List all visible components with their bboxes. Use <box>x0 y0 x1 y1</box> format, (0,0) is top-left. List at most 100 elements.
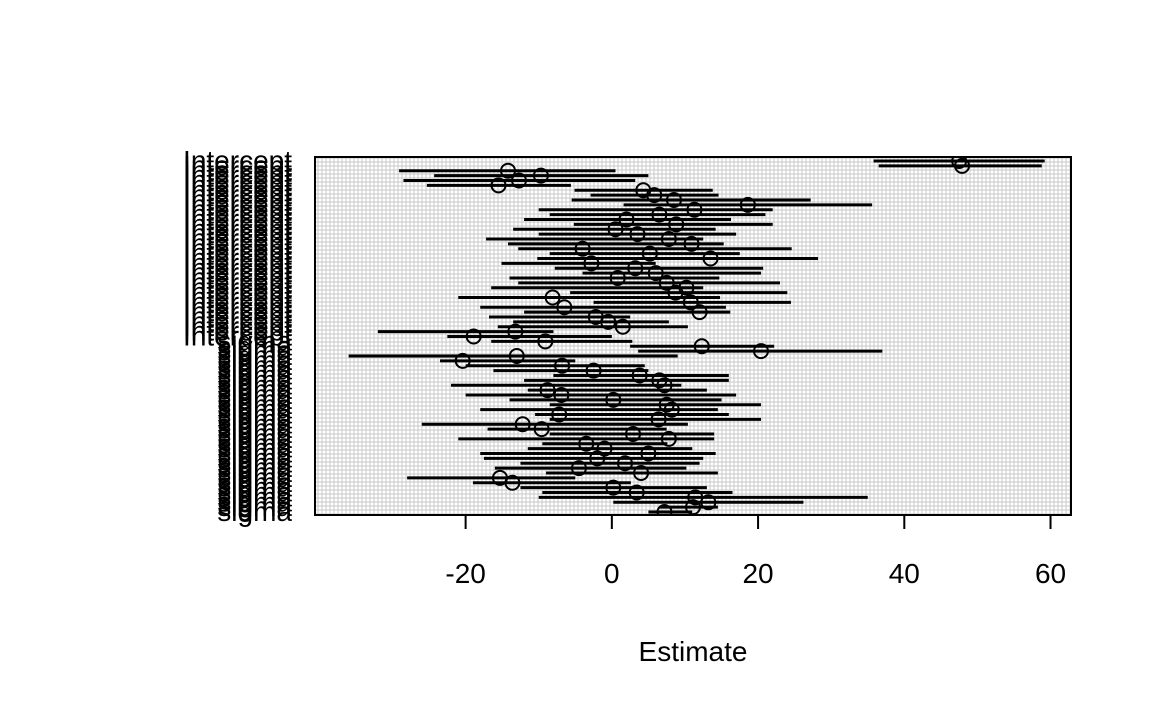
row-label: Intercept <box>183 252 292 283</box>
estimate-point <box>693 338 710 355</box>
row-label: Intercept <box>183 160 292 191</box>
row-label: Intercept <box>183 262 292 293</box>
row-label: sigma <box>217 350 292 381</box>
row-label: Intercept <box>183 228 292 259</box>
estimate-point <box>627 260 644 277</box>
x-tick-label: 20 <box>742 558 773 589</box>
row-label: sigma <box>217 389 292 420</box>
estimate-point <box>533 421 550 438</box>
row-label: Intercept <box>183 238 292 269</box>
row-label: Intercept <box>183 179 292 210</box>
estimate-point <box>504 474 521 491</box>
row-label: Intercept <box>183 257 292 288</box>
row-label: sigma <box>217 491 292 522</box>
row-label: Intercept <box>183 165 292 196</box>
estimate-point <box>633 465 650 481</box>
row-label: Intercept <box>183 169 292 200</box>
estimate-point <box>507 323 524 340</box>
row-label: Intercept <box>183 218 292 249</box>
row-label: sigma <box>217 345 292 376</box>
estimate-point <box>539 382 556 399</box>
estimate-point <box>651 206 668 223</box>
estimate-point <box>556 299 573 316</box>
row-label: Intercept <box>183 316 292 347</box>
row-label: Intercept <box>183 277 292 308</box>
estimate-point <box>490 177 507 194</box>
row-label: sigma <box>217 325 292 356</box>
row-label: sigma <box>217 457 292 488</box>
x-tick-label: 60 <box>1035 558 1066 589</box>
estimate-point <box>752 343 769 360</box>
estimate-point <box>574 240 591 257</box>
row-label: Intercept <box>183 189 292 220</box>
row-label: sigma <box>217 462 292 493</box>
row-label: Intercept <box>183 204 292 235</box>
estimate-point <box>609 270 626 286</box>
row-label: Intercept <box>183 184 292 215</box>
estimate-point <box>500 162 517 179</box>
row-label: sigma <box>217 360 292 391</box>
estimate-point <box>651 372 668 389</box>
row-label: sigma <box>217 384 292 415</box>
estimate-point <box>465 328 482 345</box>
row-label: Intercept <box>183 145 292 176</box>
x-tick-label: -20 <box>445 558 485 589</box>
row-labels: InterceptInterceptInterceptInterceptInte… <box>183 145 292 527</box>
estimate-point <box>617 455 634 472</box>
row-label: Intercept <box>183 155 292 186</box>
estimate-point <box>650 411 667 428</box>
row-label: sigma <box>217 394 292 425</box>
row-label: sigma <box>217 423 292 454</box>
estimate-point <box>510 172 527 189</box>
estimate-point <box>625 426 642 442</box>
marks-layer <box>348 157 1045 515</box>
row-label: Intercept <box>183 213 292 244</box>
row-label: Intercept <box>183 174 292 205</box>
row-label: sigma <box>217 364 292 395</box>
row-label: Intercept <box>183 194 292 225</box>
estimate-point <box>954 157 971 174</box>
row-label: Intercept <box>183 301 292 332</box>
row-label: Intercept <box>183 243 292 274</box>
estimate-point <box>665 192 682 208</box>
row-label: sigma <box>217 496 292 527</box>
estimate-point <box>683 235 700 252</box>
estimate-point <box>702 250 719 267</box>
estimate-point <box>532 167 549 184</box>
row-label: sigma <box>217 438 292 469</box>
row-label: sigma <box>217 374 292 405</box>
estimate-point <box>663 401 680 418</box>
estimate-point <box>553 387 570 403</box>
row-label: Intercept <box>183 247 292 278</box>
estimate-point <box>551 406 568 423</box>
row-label: sigma <box>217 467 292 498</box>
estimate-point <box>629 226 646 243</box>
estimate-point <box>739 196 756 213</box>
estimate-point <box>607 221 624 238</box>
x-tick-label: 40 <box>889 558 920 589</box>
estimate-point <box>658 396 675 413</box>
estimate-point <box>600 313 617 330</box>
estimate-point <box>454 352 471 369</box>
row-label: sigma <box>217 442 292 473</box>
estimate-point <box>537 333 554 350</box>
row-label: sigma <box>217 413 292 444</box>
row-label: Intercept <box>183 306 292 337</box>
row-label: Intercept <box>183 223 292 254</box>
row-label: sigma <box>217 408 292 439</box>
row-label: sigma <box>217 428 292 459</box>
row-label: sigma <box>217 399 292 430</box>
estimate-point <box>667 284 684 301</box>
row-label: Intercept <box>183 296 292 327</box>
row-label: sigma <box>217 403 292 434</box>
x-tick-label: 0 <box>604 558 620 589</box>
estimate-point <box>641 245 658 262</box>
row-label: Intercept <box>183 199 292 230</box>
row-label: Intercept <box>183 291 292 322</box>
estimate-point <box>658 274 675 291</box>
row-label: Intercept <box>183 233 292 264</box>
x-axis-label: Estimate <box>639 636 748 667</box>
row-label: Intercept <box>183 150 292 181</box>
row-label: sigma <box>217 355 292 386</box>
